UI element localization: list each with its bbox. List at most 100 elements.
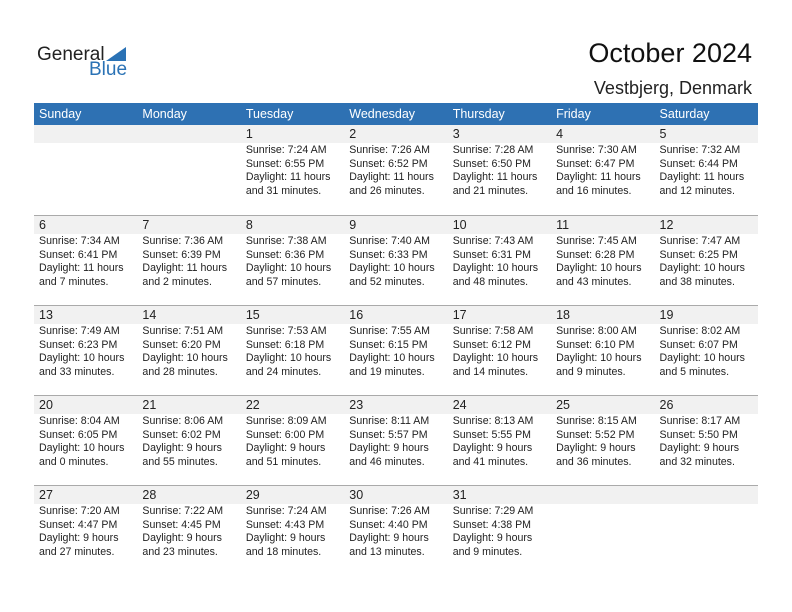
sun-info: Sunrise: 7:34 AM Sunset: 6:41 PM Daylight:… (34, 234, 137, 289)
day-number (654, 486, 758, 504)
minutes-text: and 32 minutes. (659, 455, 735, 468)
sunset-text: Sunset: 5:57 PM (349, 428, 428, 441)
sunset-text: Sunset: 6:33 PM (349, 248, 428, 261)
day-number: 13 (34, 306, 138, 324)
day-number: 20 (34, 396, 138, 414)
day-number: 2 (344, 125, 448, 143)
day-number: 19 (654, 306, 758, 324)
sun-info: Sunrise: 7:24 AM Sunset: 6:55 PM Daylight:… (241, 143, 344, 198)
daylight-text: Daylight: 9 hours (452, 532, 533, 544)
logo-blue-text: Blue (89, 59, 128, 80)
minutes-text: and 46 minutes. (349, 455, 425, 468)
daylight-text: Daylight: 9 hours (142, 532, 222, 544)
sun-info: Sunrise: 7:47 AM Sunset: 6:25 PM Daylight:… (655, 234, 758, 289)
day-cell: 24 Sunrise: 8:13 AM Sunset: 5:55 PM Dayligh… (447, 396, 552, 485)
sunset-text: Sunset: 6:05 PM (39, 428, 118, 441)
day-number: 21 (137, 396, 241, 414)
sun-info: Sunrise: 7:38 AM Sunset: 6:36 PM Daylight:… (241, 234, 344, 289)
day-cell: 10 Sunrise: 7:43 AM Sunset: 6:31 PM Dayligh… (447, 216, 552, 305)
sunrise-text: Sunrise: 7:28 AM (452, 144, 534, 156)
day-cell (34, 125, 138, 215)
sun-info: Sunrise: 7:28 AM Sunset: 6:50 PM Daylight:… (448, 143, 551, 198)
sun-info: Sunrise: 8:17 AM Sunset: 5:50 PM Daylight:… (655, 414, 758, 469)
day-cell: 28 Sunrise: 7:22 AM Sunset: 4:45 PM Dayligh… (137, 486, 241, 575)
sunset-text: Sunset: 5:55 PM (452, 428, 532, 441)
sun-info: Sunrise: 7:51 AM Sunset: 6:20 PM Daylight:… (137, 324, 240, 379)
sunrise-text: Sunrise: 7:36 AM (142, 235, 224, 247)
logo-triangle-icon (106, 47, 126, 61)
minutes-text: and 2 minutes. (142, 275, 212, 288)
sun-info: Sunrise: 7:22 AM Sunset: 4:45 PM Daylight:… (137, 504, 240, 559)
day-cell: 12 Sunrise: 7:47 AM Sunset: 6:25 PM Dayligh… (654, 216, 758, 305)
day-cell: 3 Sunrise: 7:28 AM Sunset: 6:50 PM Daylight… (447, 125, 552, 215)
day-cell: 8 Sunrise: 7:38 AM Sunset: 6:36 PM Daylight… (240, 216, 345, 305)
week-row: 1 Sunrise: 7:24 AM Sunset: 6:55 PM Daylight… (34, 125, 758, 215)
day-number: 26 (654, 396, 758, 414)
day-cell (654, 486, 758, 575)
sunrise-text: Sunrise: 7:45 AM (556, 235, 637, 247)
sun-info: Sunrise: 7:40 AM Sunset: 6:33 PM Daylight:… (344, 234, 447, 289)
daylight-text: Daylight: 9 hours (452, 442, 533, 454)
sunrise-text: Sunrise: 7:40 AM (349, 235, 430, 247)
day-cell: 13 Sunrise: 7:49 AM Sunset: 6:23 PM Dayligh… (34, 306, 138, 395)
day-number (34, 125, 138, 143)
sun-info: Sunrise: 7:53 AM Sunset: 6:18 PM Daylight:… (241, 324, 344, 379)
sunset-text: Sunset: 4:45 PM (142, 518, 221, 531)
weekday-saturday: Saturday (659, 107, 710, 121)
sun-info: Sunrise: 7:43 AM Sunset: 6:31 PM Daylight:… (448, 234, 551, 289)
day-number: 29 (240, 486, 345, 504)
day-cell: 11 Sunrise: 7:45 AM Sunset: 6:28 PM Dayligh… (551, 216, 655, 305)
sunrise-text: Sunrise: 8:17 AM (659, 415, 741, 427)
general-blue-logo: General Blue (37, 44, 137, 84)
sunset-text: Sunset: 5:50 PM (659, 428, 738, 441)
sun-info: Sunrise: 7:36 AM Sunset: 6:39 PM Daylight:… (137, 234, 240, 289)
weekday-wednesday: Wednesday (349, 107, 416, 121)
day-cell: 15 Sunrise: 7:53 AM Sunset: 6:18 PM Dayligh… (240, 306, 345, 395)
minutes-text: and 26 minutes. (349, 184, 425, 197)
sun-info: Sunrise: 8:13 AM Sunset: 5:55 PM Daylight:… (448, 414, 551, 469)
sun-info: Sunrise: 8:06 AM Sunset: 6:02 PM Daylight:… (137, 414, 240, 469)
day-cell: 21 Sunrise: 8:06 AM Sunset: 6:02 PM Dayligh… (137, 396, 241, 485)
day-cell: 26 Sunrise: 8:17 AM Sunset: 5:50 PM Dayligh… (654, 396, 758, 485)
daylight-text: Daylight: 10 hours (659, 352, 745, 364)
sunrise-text: Sunrise: 8:02 AM (659, 325, 741, 337)
day-cell: 27 Sunrise: 7:20 AM Sunset: 4:47 PM Dayligh… (34, 486, 138, 575)
sunset-text: Sunset: 6:31 PM (452, 248, 532, 261)
sun-info: Sunrise: 7:20 AM Sunset: 4:47 PM Daylight:… (34, 504, 137, 559)
day-cell: 31 Sunrise: 7:29 AM Sunset: 4:38 PM Dayligh… (447, 486, 552, 575)
sunset-text: Sunset: 6:00 PM (245, 428, 325, 441)
sunrise-text: Sunrise: 8:09 AM (245, 415, 327, 427)
daylight-text: Daylight: 9 hours (39, 532, 119, 544)
sun-info: Sunrise: 7:29 AM Sunset: 4:38 PM Daylight:… (448, 504, 551, 559)
day-number: 28 (137, 486, 241, 504)
sun-info: Sunrise: 7:26 AM Sunset: 4:40 PM Daylight:… (344, 504, 447, 559)
minutes-text: and 0 minutes. (39, 455, 109, 468)
sunset-text: Sunset: 6:28 PM (556, 248, 635, 261)
daylight-text: Daylight: 11 hours (142, 262, 228, 274)
minutes-text: and 36 minutes. (556, 455, 632, 468)
daylight-text: Daylight: 9 hours (556, 442, 636, 454)
sunset-text: Sunset: 6:55 PM (245, 157, 325, 170)
sunset-text: Sunset: 6:36 PM (245, 248, 325, 261)
sunrise-text: Sunrise: 7:38 AM (245, 235, 327, 247)
sunset-text: Sunset: 6:25 PM (659, 248, 738, 261)
sunset-text: Sunset: 6:50 PM (452, 157, 532, 170)
sunrise-text: Sunrise: 8:13 AM (452, 415, 534, 427)
day-number: 8 (240, 216, 345, 234)
day-number: 5 (654, 125, 758, 143)
day-number: 27 (34, 486, 138, 504)
minutes-text: and 57 minutes. (245, 275, 322, 288)
sun-info: Sunrise: 7:49 AM Sunset: 6:23 PM Daylight:… (34, 324, 137, 379)
sunset-text: Sunset: 6:12 PM (452, 338, 532, 351)
sun-info: Sunrise: 8:11 AM Sunset: 5:57 PM Daylight:… (344, 414, 447, 469)
day-cell: 14 Sunrise: 7:51 AM Sunset: 6:20 PM Dayligh… (137, 306, 241, 395)
daylight-text: Daylight: 9 hours (349, 442, 429, 454)
sunset-text: Sunset: 6:23 PM (39, 338, 118, 351)
day-number: 15 (240, 306, 345, 324)
weekday-thursday: Thursday (452, 107, 505, 121)
daylight-text: Daylight: 11 hours (452, 171, 538, 183)
day-cell: 30 Sunrise: 7:26 AM Sunset: 4:40 PM Dayligh… (344, 486, 448, 575)
sunrise-text: Sunrise: 7:24 AM (245, 505, 327, 517)
minutes-text: and 16 minutes. (556, 184, 632, 197)
sunrise-text: Sunrise: 7:26 AM (349, 144, 430, 156)
